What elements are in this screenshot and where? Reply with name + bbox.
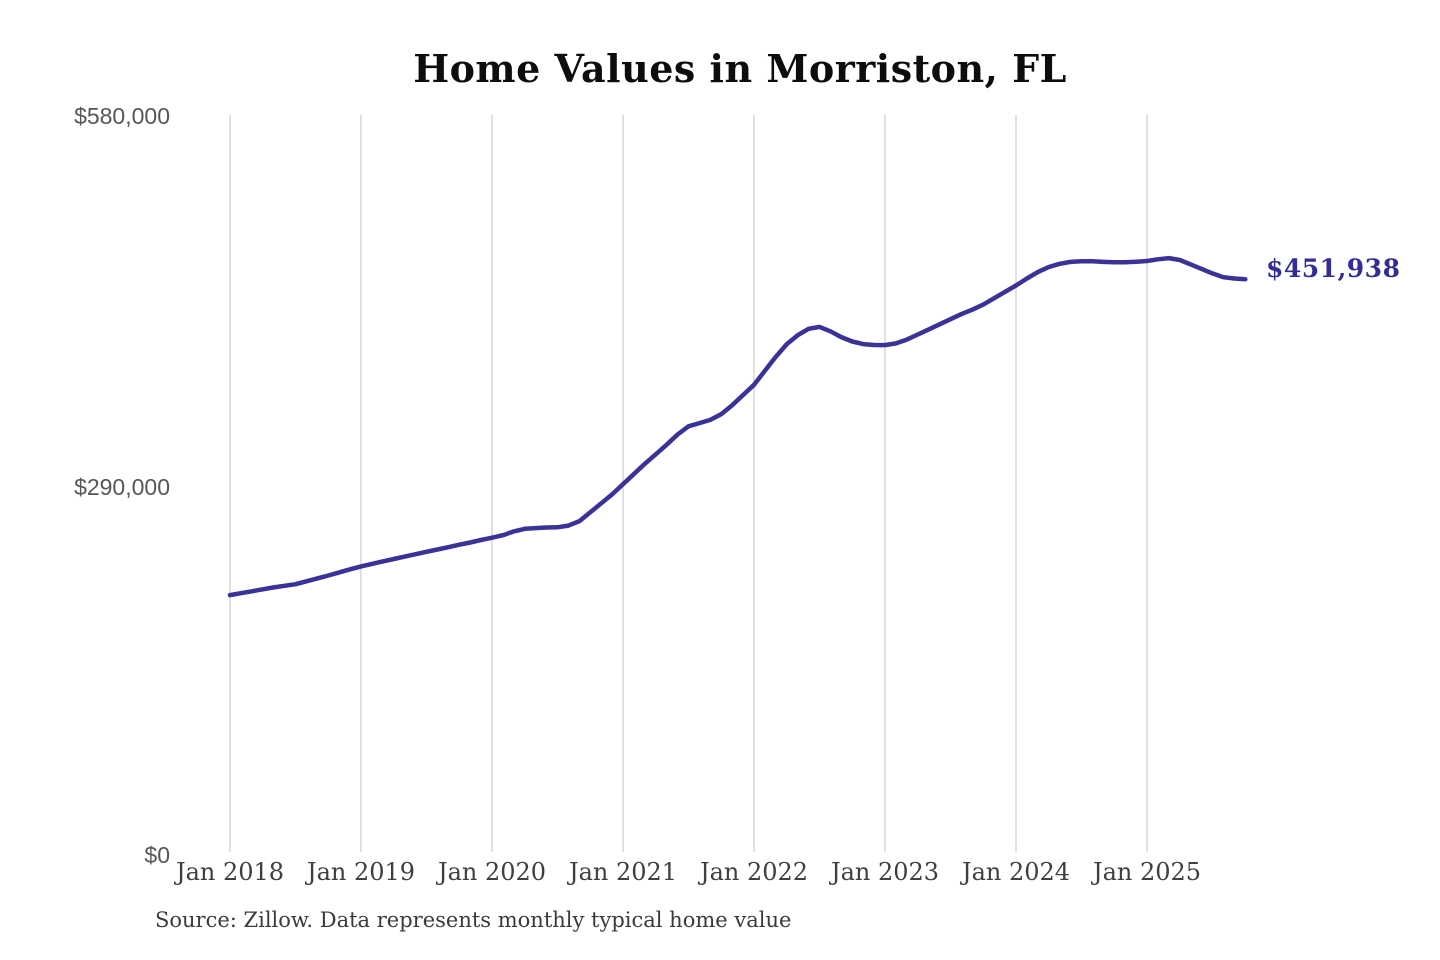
x-tick-label-jan-2022: Jan 2022: [699, 858, 809, 886]
source-note: Source: Zillow. Data represents monthly …: [155, 908, 792, 932]
x-tick-label-jan-2025: Jan 2025: [1092, 858, 1202, 886]
chart-title: Home Values in Morriston, FL: [413, 46, 1067, 91]
x-tick-label-jan-2020: Jan 2020: [437, 858, 547, 886]
x-tick-label-jan-2019: Jan 2019: [306, 858, 416, 886]
x-tick-label-jan-2021: Jan 2021: [568, 858, 678, 886]
current-value-label: $451,938: [1266, 254, 1401, 283]
x-tick-label-jan-2018: Jan 2018: [175, 858, 285, 886]
y-tick-label-290000: $290,000: [74, 474, 170, 500]
x-tick-label-jan-2024: Jan 2024: [961, 858, 1071, 886]
x-tick-label-jan-2023: Jan 2023: [830, 858, 940, 886]
y-tick-label-580000: $580,000: [74, 103, 170, 129]
home-value-line: [227, 255, 1248, 598]
y-tick-label-0: $0: [144, 842, 170, 868]
